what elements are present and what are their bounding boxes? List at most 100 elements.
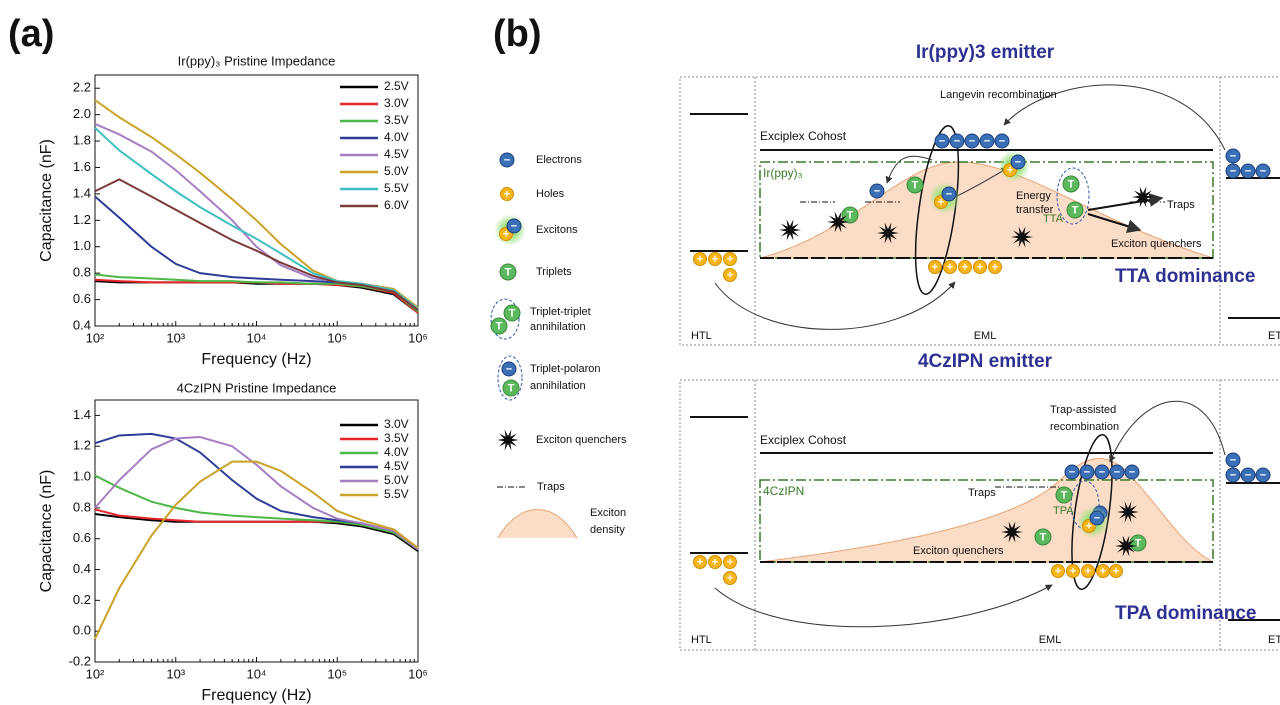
panel-label: (b)	[493, 13, 542, 55]
legend-label: Holes	[536, 188, 565, 200]
arrow	[1109, 400, 1226, 463]
dominance: TPA dominance	[1115, 603, 1256, 624]
hole: +	[943, 260, 957, 274]
hole-dot	[693, 555, 707, 569]
electron-sign: −	[1069, 466, 1075, 478]
label: Trap-assisted	[1050, 404, 1116, 416]
hole-sign: +	[1007, 164, 1013, 176]
electron: −	[1089, 510, 1105, 526]
triplet-sign: T	[509, 307, 516, 319]
label: 4CzIPN	[763, 484, 804, 498]
triplet-dot	[841, 206, 859, 224]
exciton-quencher	[1117, 501, 1139, 523]
electron-dot	[1255, 163, 1271, 179]
y-tick-label: 0.4	[73, 317, 91, 332]
diagram-title: Ir(ppy)3 emitter	[916, 42, 1055, 63]
triplet: T	[841, 206, 859, 224]
hole-sign: +	[712, 253, 718, 265]
hole-dot	[973, 260, 987, 274]
electron: −	[1255, 163, 1271, 179]
hole: +	[973, 260, 987, 274]
series-line	[94, 513, 419, 552]
triplet-sign: T	[1068, 178, 1075, 190]
y-tick-label: 1.2	[73, 438, 91, 453]
label: transfer	[1016, 204, 1054, 216]
x-tick-label: 10⁴	[246, 666, 266, 681]
y-tick-label: 1.0	[73, 238, 91, 253]
x-tick-label: 10²	[86, 330, 105, 345]
electron-dot	[979, 133, 995, 149]
layer: EML	[1039, 634, 1062, 646]
label: Traps	[1167, 199, 1195, 211]
hole: +	[693, 555, 707, 569]
x-tick-label: 10⁶	[408, 666, 428, 681]
hole-dot	[958, 260, 972, 274]
triplet: T	[1066, 201, 1084, 219]
exciton-quencher	[1001, 521, 1023, 543]
hole-sign: +	[697, 253, 703, 265]
label: Ir(ppy)₃	[763, 166, 803, 180]
hole: +	[723, 252, 737, 266]
electron-sign: −	[1245, 165, 1251, 177]
electron-dot	[1240, 163, 1256, 179]
electron: −	[949, 133, 965, 149]
triplet: T	[906, 176, 924, 194]
legend-label: Electrons	[536, 154, 582, 166]
electron: −	[964, 133, 980, 149]
hole-sign: +	[504, 188, 510, 200]
y-tick-label: 1.2	[73, 212, 91, 227]
electron: −	[1079, 464, 1095, 480]
hole-sign: +	[992, 261, 998, 273]
label: TPA	[1053, 505, 1074, 517]
hole-dot	[1109, 564, 1123, 578]
chart-title: Ir(ppy)₃ Pristine Impedance	[178, 53, 336, 68]
layer: ET	[1268, 330, 1280, 342]
triplet-sign: T	[912, 179, 919, 191]
layer: HTL	[691, 330, 712, 342]
series-line	[94, 460, 419, 640]
hole-dot	[723, 252, 737, 266]
hole-sign: +	[503, 228, 509, 240]
chart-title: 4CzIPN Pristine Impedance	[177, 380, 337, 395]
electron: −	[1124, 464, 1140, 480]
electron-sign: −	[1230, 165, 1236, 177]
x-tick-label: 10⁵	[327, 330, 347, 345]
electron-dot	[1225, 163, 1241, 179]
triplet-sign: T	[1040, 531, 1047, 543]
electron-dot	[994, 133, 1010, 149]
electron-sign: −	[969, 135, 975, 147]
triplet-dot	[1034, 528, 1052, 546]
diagram-title: 4CzIPN emitter	[918, 351, 1053, 372]
hole-sign: +	[977, 261, 983, 273]
electron-dot	[501, 361, 517, 377]
triplet-dot	[1055, 486, 1073, 504]
hole-dot	[723, 571, 737, 585]
label: Energy	[1016, 190, 1051, 202]
triplet-sign: T	[1135, 537, 1142, 549]
hole-sign: +	[727, 269, 733, 281]
hole-sign: +	[727, 556, 733, 568]
hole: +	[723, 571, 737, 585]
electron-dot	[1240, 467, 1256, 483]
frame	[679, 379, 1280, 651]
exciton-quencher	[827, 211, 849, 233]
electron-dot	[1225, 148, 1241, 164]
dominance: TTA dominance	[1115, 266, 1255, 287]
hole-dot	[708, 252, 722, 266]
electron-dot	[1225, 452, 1241, 468]
electron-sign: −	[1099, 466, 1105, 478]
legend-label: Excitons	[536, 224, 578, 236]
legend-label: Triplet-polaron	[530, 363, 601, 375]
arrow	[714, 281, 956, 330]
electron-sign: −	[511, 220, 517, 232]
label: recombination	[1050, 421, 1119, 433]
legend-label: Triplets	[536, 266, 572, 278]
y-tick-label: 0.4	[73, 561, 91, 576]
label: Exciton quenchers	[913, 545, 1004, 557]
y-tick-label: 2.0	[73, 106, 91, 121]
exciton-quencher	[1115, 535, 1137, 557]
electron-dot	[1094, 464, 1110, 480]
label: Exciplex Cohost	[760, 433, 847, 447]
electron-sign: −	[954, 135, 960, 147]
